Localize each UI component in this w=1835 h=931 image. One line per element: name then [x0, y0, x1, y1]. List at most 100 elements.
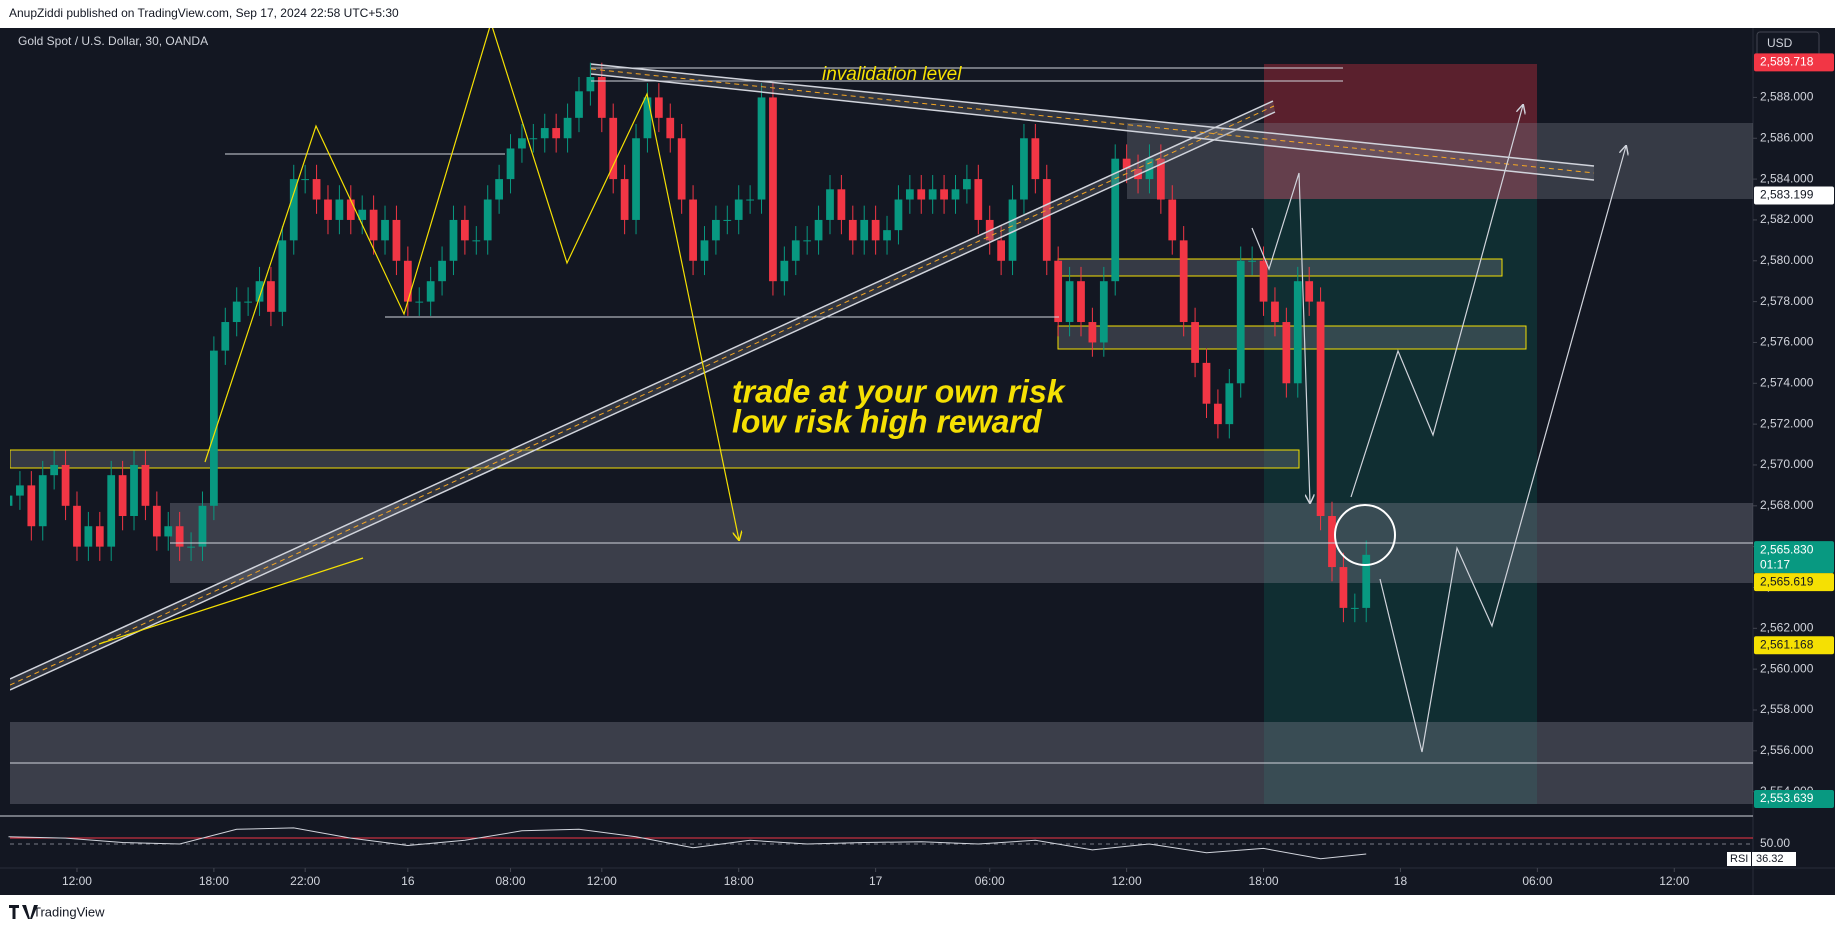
x-tick-label: 12:00	[1659, 874, 1689, 888]
y-tick-label: 2,586.000	[1760, 130, 1814, 144]
candle-body	[1259, 260, 1268, 302]
y-tick-label: 2,570.000	[1760, 457, 1814, 471]
candle-body	[860, 219, 869, 241]
candle-body	[175, 526, 184, 547]
price-label-box	[1754, 541, 1834, 574]
candle-body	[1031, 138, 1040, 180]
candle-body	[894, 199, 903, 231]
target-zone	[1264, 199, 1537, 804]
candle-body	[1362, 554, 1371, 608]
y-tick-label: 2,580.000	[1760, 253, 1814, 267]
candle-body	[632, 138, 640, 220]
symbol-title: Gold Spot / U.S. Dollar, 30, OANDA	[18, 34, 208, 48]
candle-body	[244, 301, 252, 303]
candle-body	[324, 199, 332, 220]
candle-body	[848, 219, 857, 241]
candle-body	[16, 485, 24, 496]
candles	[10, 62, 1371, 623]
candle-body	[73, 505, 81, 547]
candle-body	[107, 475, 116, 547]
y-tick-label: 2,558.000	[1760, 702, 1814, 716]
channel-mid	[590, 68, 1595, 174]
candle-body	[837, 189, 846, 220]
annotation: invalidation level	[822, 64, 962, 85]
candle-body	[38, 475, 47, 527]
candle-body	[529, 138, 538, 140]
candle-body	[643, 97, 652, 139]
candle-body	[540, 128, 549, 139]
x-tick-label: 06:00	[1522, 874, 1552, 888]
x-tick-label: 18:00	[1249, 874, 1279, 888]
candle-body	[278, 240, 287, 312]
candle-body	[1282, 322, 1291, 384]
header-bar	[0, 0, 1835, 28]
y-tick-label: 2,556.000	[1760, 743, 1814, 757]
candle-body	[1316, 301, 1325, 517]
candle-body	[1020, 138, 1028, 200]
logo-mark	[9, 905, 38, 919]
channel-fill	[591, 64, 1594, 180]
y-tick-label: 2,560.000	[1760, 661, 1814, 675]
candle-body	[746, 199, 755, 201]
projection-path	[1251, 172, 1310, 503]
candle-body	[654, 97, 663, 118]
price-label: 2,583.199	[1760, 188, 1814, 202]
candle-body	[426, 281, 435, 302]
candle-body	[187, 546, 195, 548]
publisher: AnupZiddi published on TradingView.com, …	[9, 6, 399, 20]
y-tick-label: 2,562.000	[1760, 620, 1814, 634]
stop-zone	[1264, 64, 1537, 199]
candle-body	[1293, 281, 1302, 384]
candle-body	[757, 97, 766, 200]
rsi-level-label: 50.00	[1760, 836, 1790, 850]
candle-body	[997, 240, 1006, 261]
channel-line	[10, 111, 1276, 691]
candle-body	[963, 179, 971, 190]
drawings	[10, 28, 1753, 764]
candle-body	[472, 240, 481, 242]
annotation: low risk high reward	[732, 403, 1043, 439]
candle-body	[609, 117, 618, 180]
currency[interactable]: USD	[1767, 36, 1793, 50]
price-label: 2,561.168	[1760, 637, 1814, 651]
price-label-box	[1754, 53, 1834, 72]
candle-body	[769, 97, 777, 282]
y-tick-label: 2,582.000	[1760, 212, 1814, 226]
candle-body	[346, 199, 355, 220]
candle-body	[267, 281, 275, 312]
y-tick-label: 2,568.000	[1760, 498, 1814, 512]
candle-body	[483, 199, 492, 241]
wave-path	[204, 28, 739, 540]
candle-body	[677, 138, 686, 200]
candle-body	[1099, 281, 1108, 343]
price-label: 2,565.619	[1760, 574, 1814, 588]
candle-body	[928, 189, 937, 200]
price-label-box	[1754, 186, 1834, 205]
x-tick-label: 12:00	[62, 874, 92, 888]
candle-body	[50, 464, 59, 476]
y-tick-label: 2,574.000	[1760, 375, 1814, 389]
x-tick-label: 18:00	[199, 874, 229, 888]
candle-body	[392, 219, 401, 261]
candle-body	[495, 179, 503, 200]
candle-body	[255, 281, 264, 302]
zone	[1057, 325, 1527, 350]
candle-body	[689, 199, 697, 261]
candle-body	[1214, 403, 1222, 425]
candle-body	[1042, 179, 1051, 261]
candle-body	[1191, 322, 1199, 363]
candle-body	[358, 209, 367, 220]
candle-body	[403, 260, 412, 302]
channel-line	[590, 63, 1595, 167]
x-tick-label: 08:00	[496, 874, 526, 888]
candle-body	[449, 219, 458, 261]
candle-body	[1202, 362, 1211, 404]
candle-body	[61, 464, 70, 506]
candle-body	[1008, 199, 1017, 261]
y-tick-label: 2,576.000	[1760, 335, 1814, 349]
candle-body	[871, 219, 880, 241]
price-label-box	[1754, 790, 1834, 809]
candle-body	[951, 189, 960, 200]
price-label: 2,589.718	[1760, 55, 1814, 69]
rsi-line	[8, 827, 1367, 860]
